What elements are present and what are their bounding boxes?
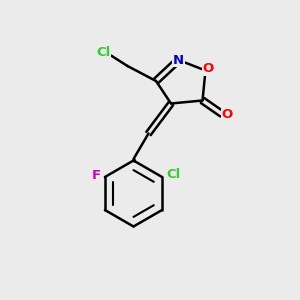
Text: N: N — [173, 53, 184, 67]
Text: F: F — [92, 169, 101, 182]
Text: O: O — [222, 107, 233, 121]
Text: O: O — [202, 62, 214, 76]
Text: Cl: Cl — [167, 167, 181, 181]
Text: Cl: Cl — [96, 46, 111, 59]
